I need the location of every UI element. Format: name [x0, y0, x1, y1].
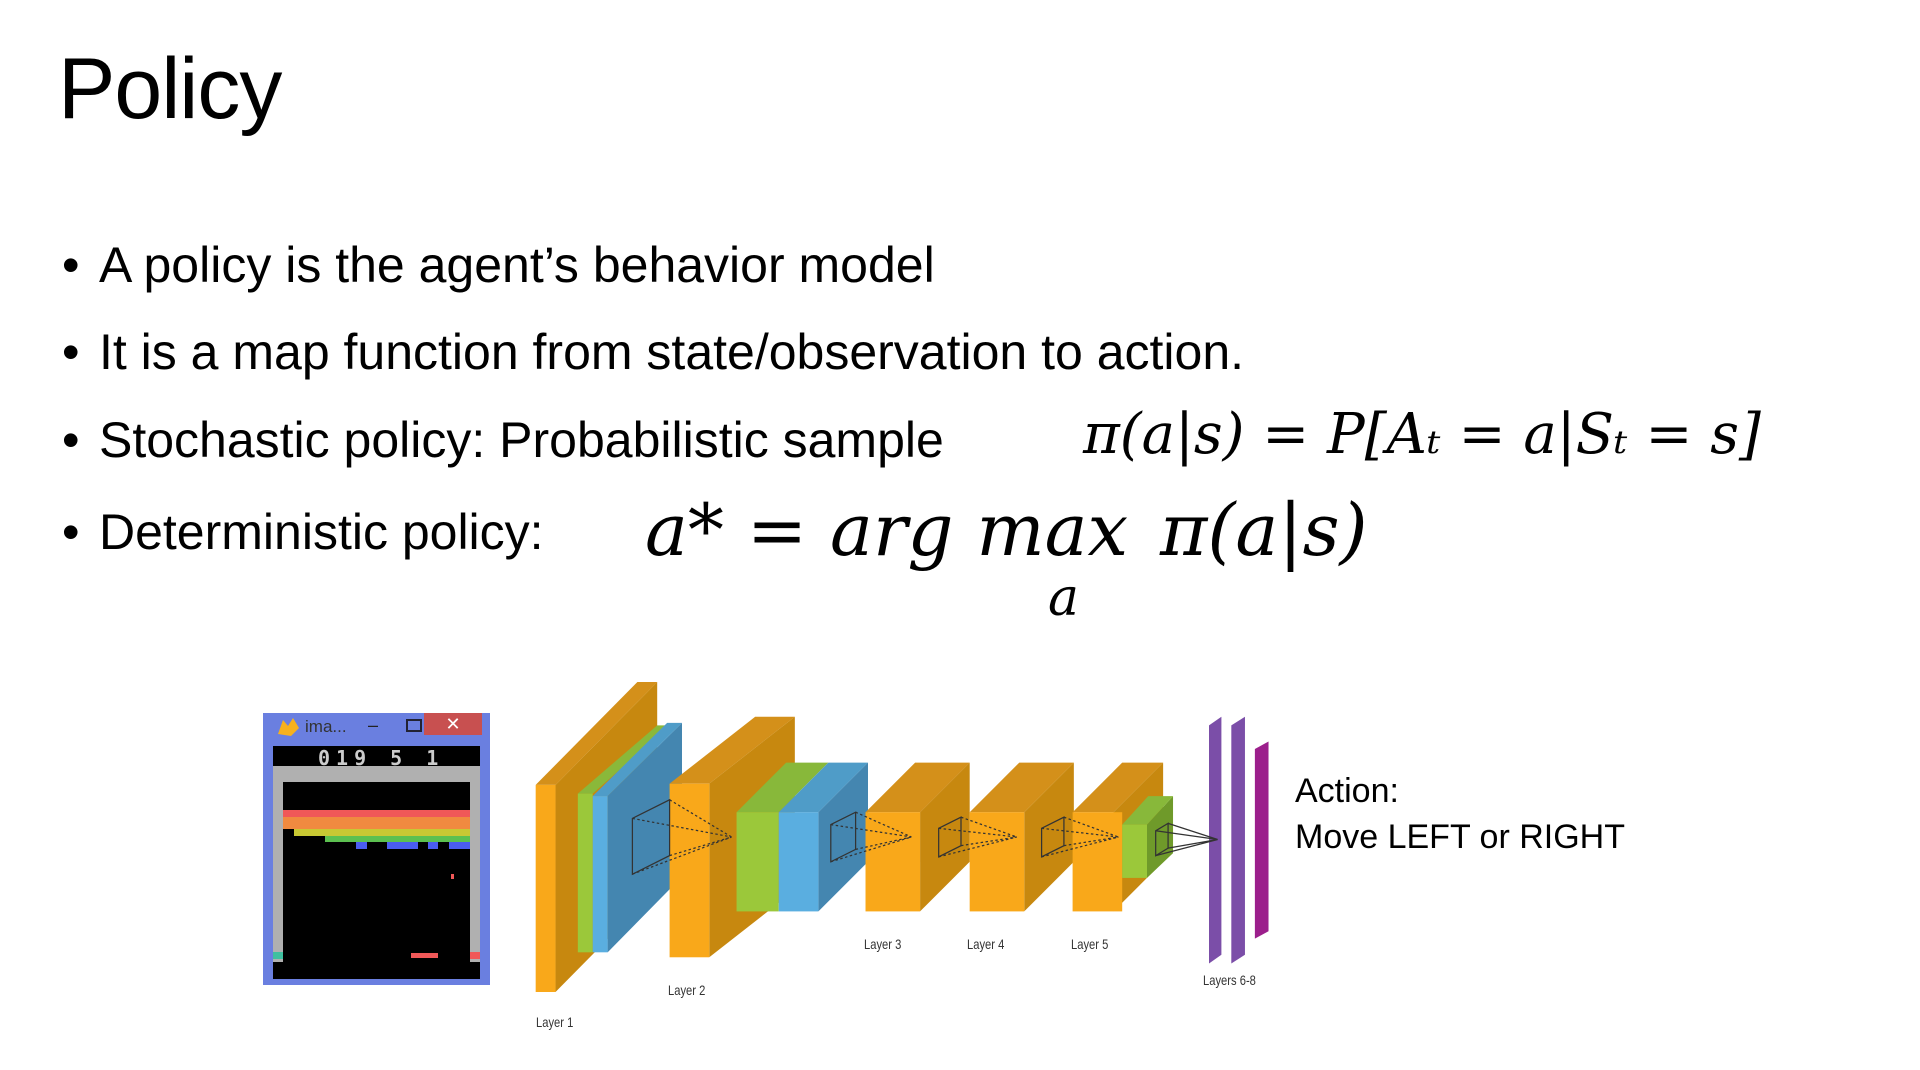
bullet-1: • A policy is the agent’s behavior model [62, 236, 935, 294]
deterministic-formula-lhs: a* = arg max [645, 488, 1129, 572]
layer4-front [969, 812, 1025, 912]
layer2-blue [778, 812, 819, 912]
layer1-green [577, 793, 593, 953]
stochastic-formula: π(a|s) = P[Aₜ = a|Sₜ = s] [1083, 402, 1761, 467]
layer1-blue-side [607, 722, 682, 953]
layer4-side [1024, 762, 1074, 912]
layer-label: Layer 3 [864, 936, 902, 952]
bullet-3: • Stochastic policy: Probabilistic sample [62, 411, 944, 469]
close-icon[interactable]: ✕ [424, 713, 482, 735]
layer1-green-top [577, 725, 670, 794]
bullet-dot: • [62, 324, 80, 380]
layer2-blue-top [778, 762, 868, 813]
layer1-blue-top [592, 722, 682, 797]
layer2-top [669, 716, 795, 784]
bullet-text: Stochastic policy: Probabilistic sample [99, 412, 944, 468]
layer3-front [865, 812, 921, 912]
layer7-bar [1231, 716, 1245, 964]
layer-label: Layers 6-8 [1203, 972, 1256, 988]
action-label: Action: [1295, 772, 1399, 810]
deterministic-formula-sub: a [1048, 568, 1080, 628]
layer1-blue [592, 796, 608, 953]
bullet-dot: • [62, 412, 80, 468]
receptive-fields [631, 798, 1218, 876]
deterministic-formula-rhs: π(a|s) [1160, 488, 1368, 572]
layer8-bar [1254, 741, 1269, 939]
layer-label: Layer 2 [668, 982, 706, 998]
bullet-4: • Deterministic policy: [62, 503, 544, 561]
app-icon [278, 718, 299, 736]
minimize-icon[interactable]: – [368, 715, 379, 735]
layer2-blue-side [818, 762, 868, 912]
layer5-green-top [1122, 796, 1174, 825]
bullet-dot: • [62, 504, 80, 560]
layer5-front [1072, 812, 1123, 912]
layer3-side [920, 762, 970, 912]
bullet-dot: • [62, 237, 80, 293]
layer-label: Layer 1 [536, 1014, 574, 1030]
layer2-green-top [736, 762, 829, 813]
game-titlebar: ima... – ✕ [263, 713, 490, 741]
bullet-2: • It is a map function from state/observa… [62, 323, 1244, 381]
layer2-green [736, 812, 779, 912]
game-title: ima... [305, 717, 347, 736]
layer4-top [969, 762, 1074, 813]
bullet-text: It is a map function from state/observat… [99, 324, 1245, 380]
layer2-front [669, 783, 710, 958]
bullet-text: Deterministic policy: [99, 504, 544, 560]
layer5-top [1072, 762, 1164, 813]
layer3-top [865, 762, 970, 813]
breakout-playfield [273, 766, 480, 962]
layer1-front [535, 784, 556, 992]
action-description: Move LEFT or RIGHT [1295, 818, 1625, 856]
game-window: ima... – ✕ 019 5 1 [263, 713, 490, 985]
layer5-green [1122, 824, 1147, 878]
layer-label: Layer 5 [1071, 936, 1109, 952]
breakout-screen: 019 5 1 [273, 746, 480, 979]
layer5-green-side [1147, 796, 1174, 878]
layer-label: Layer 4 [967, 936, 1005, 952]
bullet-text: A policy is the agent’s behavior model [99, 237, 935, 293]
layer1-top [535, 682, 658, 785]
slide-title: Policy [58, 41, 282, 137]
maximize-icon[interactable] [406, 719, 422, 732]
